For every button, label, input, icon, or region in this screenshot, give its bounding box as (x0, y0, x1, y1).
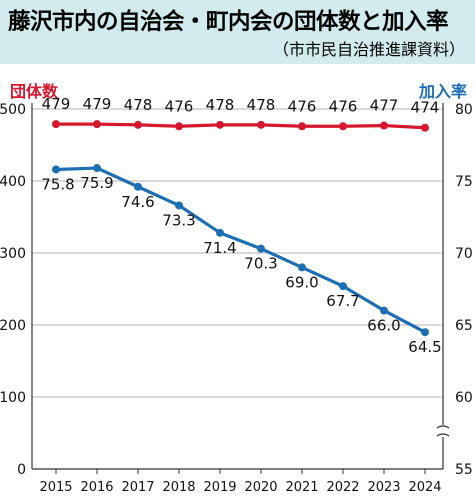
chart-source: （市市民自治推進課資料） (272, 40, 465, 59)
data-point (380, 306, 388, 315)
data-point (380, 121, 388, 130)
data-point (216, 228, 224, 237)
data-point (421, 328, 429, 337)
left-tick-label: 300 (0, 246, 26, 262)
left-tick-label: 0 (17, 462, 26, 478)
data-point (93, 164, 101, 173)
axis-break-mark (436, 433, 450, 437)
data-label: 64.5 (408, 338, 441, 356)
data-point (298, 263, 306, 272)
data-point (339, 282, 347, 291)
data-point (216, 120, 224, 129)
data-label: 71.4 (203, 239, 236, 257)
x-tick-label: 2016 (80, 480, 113, 495)
x-tick-label: 2021 (285, 480, 318, 495)
left-tick-label: 400 (0, 174, 26, 190)
data-point (175, 201, 183, 210)
data-label: 75.8 (41, 175, 74, 193)
data-label: 69.0 (285, 273, 318, 291)
axis-break-mark (436, 425, 450, 429)
data-point (298, 122, 306, 131)
right-tick-label: 80 (455, 102, 473, 118)
left-tick-label: 100 (0, 390, 26, 406)
data-point (175, 122, 183, 131)
data-point (257, 120, 265, 129)
chart-header: 藤沢市内の自治会・町内会の団体数と加入率 （市市民自治推進課資料） (0, 0, 475, 64)
data-point (257, 244, 265, 253)
data-label: 67.7 (326, 292, 359, 310)
data-label: 479 (83, 95, 112, 113)
left-tick-label: 500 (0, 102, 26, 118)
x-tick-label: 2015 (39, 480, 72, 495)
data-label: 478 (247, 96, 276, 114)
data-point (93, 120, 101, 129)
series-line (55, 166, 426, 334)
data-label: 75.9 (80, 174, 113, 192)
data-label: 66.0 (367, 317, 400, 335)
x-tick-label: 2024 (408, 480, 441, 495)
right-tick-label: 70 (455, 246, 473, 262)
x-tick-label: 2023 (367, 480, 400, 495)
data-point (52, 165, 60, 174)
right-tick-label: 55 (455, 462, 473, 478)
data-point (339, 122, 347, 131)
data-label: 476 (288, 97, 317, 115)
data-point (421, 123, 429, 132)
data-label: 477 (370, 97, 399, 115)
data-label: 476 (165, 97, 194, 115)
data-point (134, 120, 142, 129)
x-tick-label: 2017 (121, 480, 154, 495)
right-axis-title: 加入率 (418, 82, 467, 101)
data-point (134, 182, 142, 191)
left-axis-title: 団体数 (10, 82, 59, 101)
x-tick-label: 2022 (326, 480, 359, 495)
data-label: 478 (124, 96, 153, 114)
data-label: 74.6 (121, 193, 154, 211)
axis-break-gap (439, 425, 447, 437)
data-label: 73.3 (162, 211, 195, 229)
x-tick-label: 2020 (244, 480, 277, 495)
data-label: 70.3 (244, 255, 277, 273)
right-tick-label: 75 (455, 174, 473, 190)
x-tick-label: 2019 (203, 480, 236, 495)
left-tick-label: 200 (0, 318, 26, 334)
right-tick-label: 65 (455, 318, 473, 334)
data-label: 476 (329, 97, 358, 115)
right-tick-label: 60 (455, 390, 473, 406)
data-label: 479 (42, 95, 71, 113)
x-tick-label: 2018 (162, 480, 195, 495)
series-line (56, 122, 426, 130)
data-label: 474 (411, 99, 440, 117)
data-label: 478 (206, 96, 235, 114)
chart-title: 藤沢市内の自治会・町内会の団体数と加入率 (8, 9, 449, 35)
data-point (52, 120, 60, 129)
